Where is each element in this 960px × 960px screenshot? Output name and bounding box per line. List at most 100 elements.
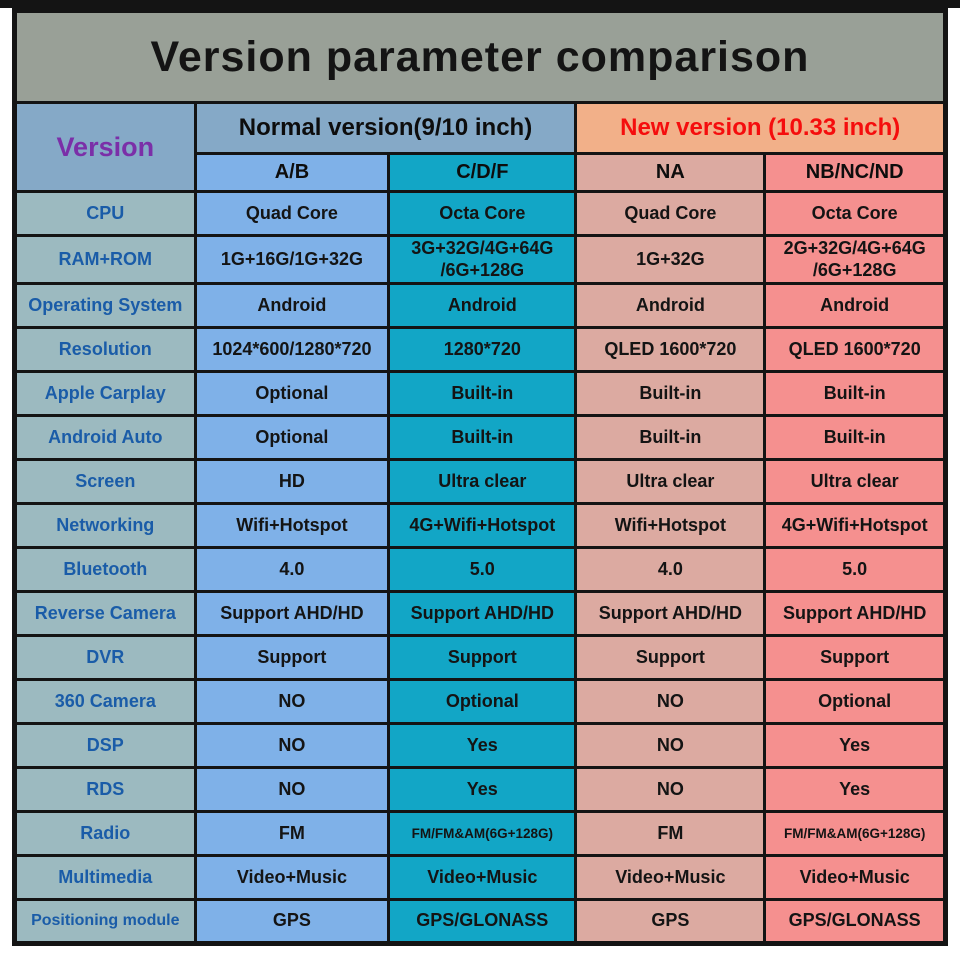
table-cell: 5.0	[763, 546, 947, 594]
table-row: CPU Quad Core Octa Core Quad Core Octa Core	[13, 190, 947, 237]
table-cell: NO	[574, 722, 767, 770]
row-label: Networking	[13, 502, 197, 550]
row-label: CPU	[13, 190, 197, 237]
table-row: Reverse Camera Support AHD/HD Support AHD/…	[13, 590, 947, 638]
table-cell: GPS/GLONASS	[387, 898, 578, 946]
table-cell: 4G+Wifi+Hotspot	[763, 502, 947, 550]
row-label: DVR	[13, 634, 197, 682]
table-cell: NO	[193, 722, 391, 770]
table-cell: 1024*600/1280*720	[193, 326, 391, 374]
table-cell: HD	[193, 458, 391, 506]
table-cell: FM	[193, 810, 391, 858]
group-header-normal-version: Normal version(9/10 inch)	[193, 101, 578, 155]
table-cell: 4.0	[574, 546, 767, 594]
table-cell: NO	[574, 766, 767, 814]
table-cell: FM	[574, 810, 767, 858]
group-header-new-version: New version (10.33 inch)	[574, 101, 947, 155]
table-cell: Yes	[763, 766, 947, 814]
table-row: Operating System Android Android Android And…	[13, 282, 947, 330]
table-cell: Support AHD/HD	[763, 590, 947, 638]
table-cell: Built-in	[763, 414, 947, 462]
table-row: RAM+ROM 1G+16G/1G+32G 3G+32G/4G+64G /6G+12…	[13, 233, 947, 286]
row-label: Screen	[13, 458, 197, 506]
table-cell: 1G+32G	[574, 233, 767, 286]
table-cell: GPS/GLONASS	[763, 898, 947, 946]
table-cell: Built-in	[574, 414, 767, 462]
top-border-strip	[0, 0, 960, 8]
table-cell: Optional	[193, 414, 391, 462]
table-cell: 4G+Wifi+Hotspot	[387, 502, 578, 550]
table-row: Resolution 1024*600/1280*720 1280*720 QLED …	[13, 326, 947, 374]
column-header-ab: A/B	[193, 152, 391, 193]
table-cell: Wifi+Hotspot	[193, 502, 391, 550]
table-cell: Octa Core	[763, 190, 947, 237]
table-row: Screen HD Ultra clear Ultra clear Ultra clea…	[13, 458, 947, 506]
table-cell: 4.0	[193, 546, 391, 594]
table-cell: Optional	[193, 370, 391, 418]
table-cell: Android	[763, 282, 947, 330]
table-cell: Support	[574, 634, 767, 682]
table-cell: 5.0	[387, 546, 578, 594]
table-cell: Built-in	[387, 414, 578, 462]
table-cell: GPS	[193, 898, 391, 946]
table-cell: NO	[193, 678, 391, 726]
table-cell: Ultra clear	[387, 458, 578, 506]
table-row: 360 Camera NO Optional NO Optional	[13, 678, 947, 726]
table-cell: Built-in	[574, 370, 767, 418]
table-row: Apple Carplay Optional Built-in Built-in Bui…	[13, 370, 947, 418]
row-label: Operating System	[13, 282, 197, 330]
row-label: Resolution	[13, 326, 197, 374]
table-cell: Built-in	[763, 370, 947, 418]
row-label: Reverse Camera	[13, 590, 197, 638]
table-cell: Quad Core	[193, 190, 391, 237]
table-cell: Video+Music	[387, 854, 578, 902]
table-row: RDS NO Yes NO Yes	[13, 766, 947, 814]
table-cell: NO	[193, 766, 391, 814]
table-cell: 2G+32G/4G+64G /6G+128G	[763, 233, 947, 286]
table-cell: NO	[574, 678, 767, 726]
table-cell: Android	[387, 282, 578, 330]
table-cell: Built-in	[387, 370, 578, 418]
row-label: DSP	[13, 722, 197, 770]
table-cell: Support	[387, 634, 578, 682]
subheader-row: A/B C/D/F NA NB/NC/ND	[15, 152, 947, 193]
column-header-cdf: C/D/F	[387, 152, 578, 193]
table-row: DSP NO Yes NO Yes	[13, 722, 947, 770]
title-row: Version parameter comparison	[13, 9, 947, 104]
table-cell: 3G+32G/4G+64G /6G+128G	[387, 233, 578, 286]
table-cell: Video+Music	[574, 854, 767, 902]
table-cell: Support AHD/HD	[574, 590, 767, 638]
table-row: Positioning module GPS GPS/GLONASS GPS GPS/G…	[13, 898, 947, 946]
row-label: 360 Camera	[13, 678, 197, 726]
table-cell: Ultra clear	[763, 458, 947, 506]
comparison-table: Version parameter comparison Version Nor…	[12, 8, 948, 947]
table-cell: Android	[574, 282, 767, 330]
table-cell: Android	[193, 282, 391, 330]
row-label: RAM+ROM	[13, 233, 197, 286]
column-header-na: NA	[574, 152, 767, 193]
table-cell: Yes	[387, 766, 578, 814]
table-cell: Yes	[763, 722, 947, 770]
table-cell: Quad Core	[574, 190, 767, 237]
table-cell: Ultra clear	[574, 458, 767, 506]
table-cell: Optional	[763, 678, 947, 726]
table-cell: 1G+16G/1G+32G	[193, 233, 391, 286]
table-cell: GPS	[574, 898, 767, 946]
table-row: Bluetooth 4.0 5.0 4.0 5.0	[13, 546, 947, 594]
row-label: Positioning module	[13, 898, 197, 946]
table-cell: Wifi+Hotspot	[574, 502, 767, 550]
table-cell: Support	[763, 634, 947, 682]
version-header: Version	[13, 101, 197, 193]
table-row: Multimedia Video+Music Video+Music Video+Mu…	[13, 854, 947, 902]
table-cell: QLED 1600*720	[574, 326, 767, 374]
page-title: Version parameter comparison	[13, 9, 947, 104]
table-cell: FM/FM&AM(6G+128G)	[763, 810, 947, 858]
table-row: Android Auto Optional Built-in Built-in Buil…	[13, 414, 947, 462]
table-cell: Support	[193, 634, 391, 682]
table-row: Networking Wifi+Hotspot 4G+Wifi+Hotspot Wif…	[13, 502, 947, 550]
table-cell: Support AHD/HD	[387, 590, 578, 638]
row-label: Multimedia	[13, 854, 197, 902]
row-label: Android Auto	[13, 414, 197, 462]
column-header-nbncnd: NB/NC/ND	[763, 152, 947, 193]
